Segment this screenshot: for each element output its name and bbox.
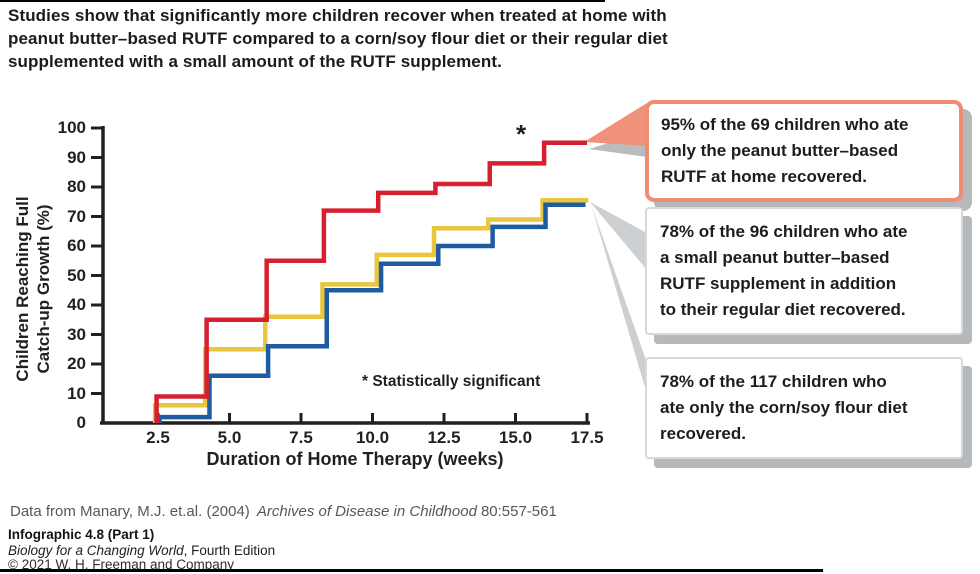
x-tick-label: 10.0 [355,428,390,447]
y-axis-title-line-1: Children Reaching Full [13,196,32,382]
callout-rutf-only: 95% of the 69 children who ate only the … [645,100,963,202]
x-tick-label: 12.5 [427,428,461,447]
series-line [157,202,586,423]
callout-cornsoy-text: 78% of the 117 children who ate only the… [660,372,908,443]
x-axis-title: Duration of Home Therapy (weeks) [206,449,504,469]
callout-cornsoy: 78% of the 117 children who ate only the… [645,357,963,459]
book-line: Biology for a Changing World, Fourth Edi… [8,543,275,558]
y-tick-label: 40 [67,295,86,314]
callout-tails [584,103,647,391]
callout-tail-rutf [584,103,647,146]
axis-tick-marks [91,126,589,423]
y-tick-label: 50 [67,265,86,285]
x-tick-label: 2.5 [146,428,170,447]
x-tick-label: 5.0 [217,428,242,447]
y-tick-label: 20 [67,354,86,373]
y-tick-label: 30 [67,324,86,344]
book-title: Biology for a Changing World [8,543,184,558]
y-tick-label: 90 [67,147,86,167]
y-tick-label: 60 [67,236,86,255]
x-tick-label: 15.0 [498,428,533,447]
y-axis-title-line-2: Catch-up Growth (%) [34,204,53,374]
headline-line-3: supplemented with a small amount of the … [8,52,502,71]
headline-line-2: peanut butter–based RUTF compared to a c… [8,29,668,48]
x-tick-label: 7.5 [289,428,313,447]
y-axis-title: Children Reaching Full Catch-up Growth (… [12,119,56,459]
y-tick-label: 70 [67,206,86,226]
callout-tail-supplement [590,202,647,270]
copyright-line: © 2021 W. H. Freeman and Company [8,557,235,572]
data-series [152,140,589,423]
callout-rutf-supplement: 78% of the 96 children who ate a small p… [645,207,963,335]
book-edition: , Fourth Edition [183,543,276,558]
infographic-label: Infographic 4.8 (Part 1) [8,527,155,542]
series-line [154,140,587,423]
data-source-journal: Archives of Disease in Childhood [256,503,477,520]
top-rule [0,0,605,2]
callout-rutf-only-text: 95% of the 69 children who ate only the … [661,115,909,186]
significance-asterisk: * [516,119,527,149]
y-tick-label: 10 [67,383,86,403]
x-tick-label: 17.5 [570,428,604,447]
callout-rutf-supplement-text: 78% of the 96 children who ate a small p… [660,222,908,319]
callout-tail-cornsoy [591,204,646,391]
data-source-line: Data from Manary, M.J. et.al. (2004) Arch… [10,503,557,520]
y-tick-label: 0 [76,413,86,432]
y-tick-label: 100 [57,118,86,137]
data-source-pages: 80:557-561 [480,503,557,520]
bottom-rule [0,569,823,572]
data-source-prefix: Data from Manary, M.J. et.al. (2004) [10,503,250,520]
headline-line-1: Studies show that significantly more chi… [8,6,667,25]
y-tick-label: 80 [67,177,86,196]
chart-headline: Studies show that significantly more chi… [8,4,673,73]
significance-note: * Statistically significant [362,373,541,390]
